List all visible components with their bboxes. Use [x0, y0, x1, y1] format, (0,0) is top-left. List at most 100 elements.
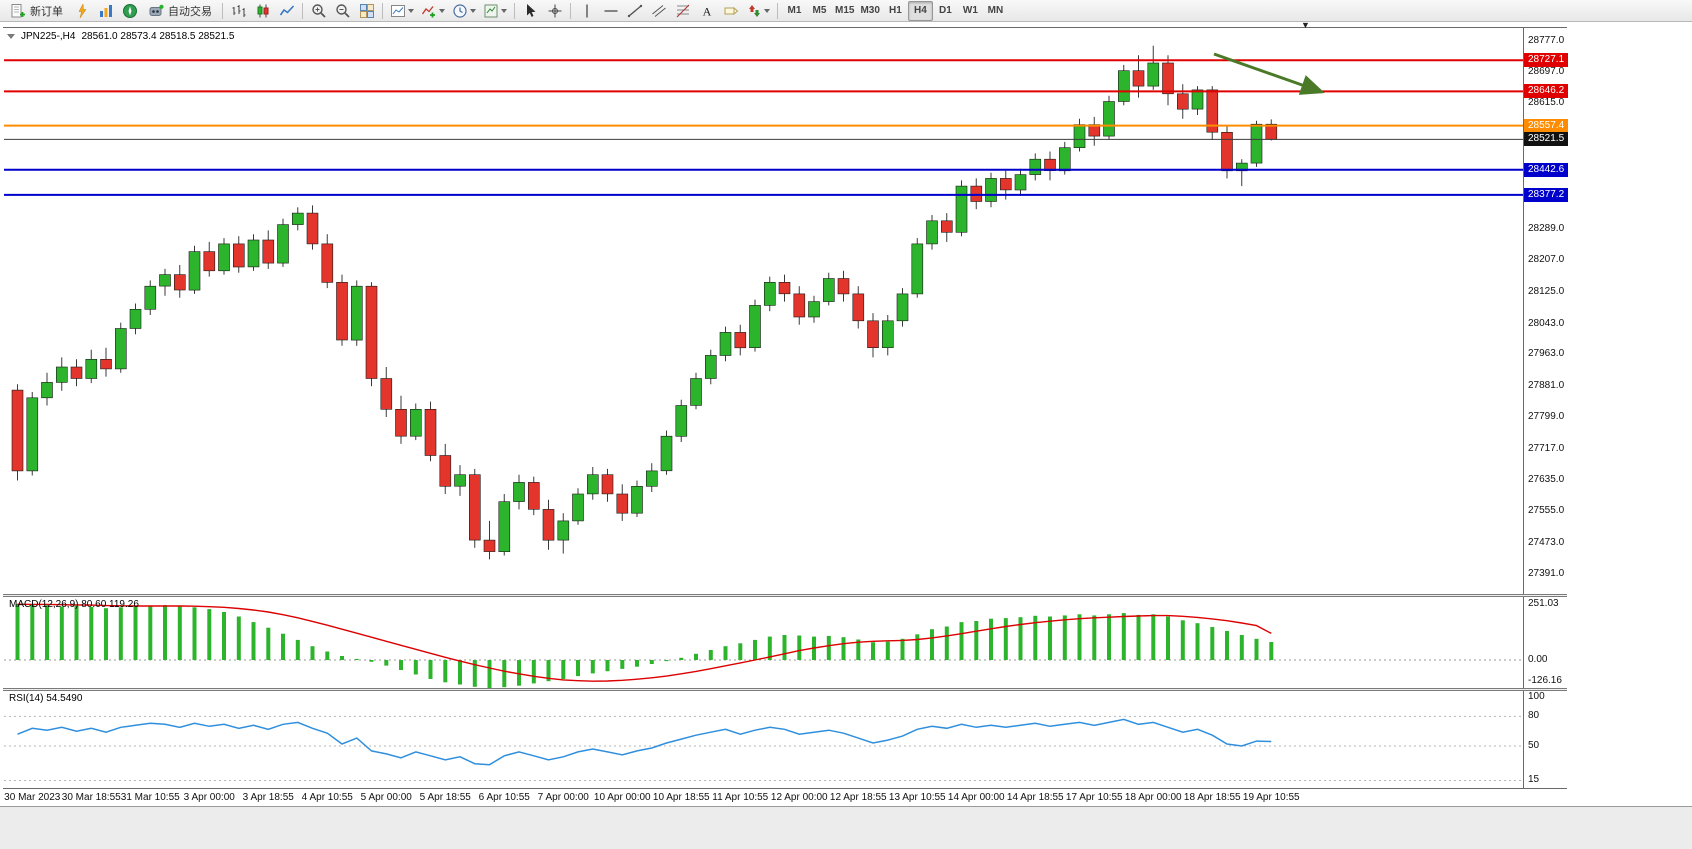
- navigator-button[interactable]: [118, 1, 141, 21]
- price-axis-label: 28207.0: [1528, 254, 1565, 266]
- price-axis[interactable]: 28777.0 28697.0 28615.0 28289.0 28207.0 28125…: [1524, 28, 1588, 594]
- time-axis[interactable]: 30 Mar 2023 30 Mar 18:55 31 Mar 10:55 3 Apr…: [4, 790, 1524, 806]
- timeframe-m30-button[interactable]: M30: [857, 1, 882, 21]
- crosshair-button[interactable]: [543, 1, 566, 21]
- zoom-out-button[interactable]: [331, 1, 354, 21]
- price-axis-label: 28615.0: [1528, 97, 1565, 109]
- arrows-icon: [749, 4, 760, 17]
- price-badge: 28442.6: [1524, 162, 1569, 177]
- chart-symbol-title: JPN225-,H4: [21, 31, 76, 42]
- panel-divider[interactable]: [3, 688, 1567, 691]
- horizontal-line-button[interactable]: [599, 1, 622, 21]
- autotrading-button[interactable]: 自动交易: [142, 1, 218, 21]
- trendline-button[interactable]: [623, 1, 646, 21]
- templates-button[interactable]: [480, 1, 510, 21]
- one-click-trading-arrow[interactable]: [7, 34, 15, 39]
- price-badge: 28557.4: [1524, 118, 1569, 133]
- dropdown-caret-icon: [470, 8, 476, 13]
- tile-windows-button[interactable]: [355, 1, 378, 21]
- price-axis-label: 28697.0: [1528, 65, 1565, 77]
- timeframe-w1-button[interactable]: W1: [958, 1, 983, 21]
- cursor-button[interactable]: [519, 1, 542, 21]
- chart-title-bar: JPN225-,H4 28561.0 28573.4 28518.5 28521…: [7, 31, 234, 42]
- zoom-in-icon: [311, 3, 326, 18]
- market-watch-button[interactable]: [94, 1, 117, 21]
- price-axis-label: 27635.0: [1528, 474, 1565, 486]
- label-tag-icon: [724, 6, 738, 15]
- macd-axis-label: 251.03: [1528, 597, 1559, 609]
- toolbar-separator: [514, 2, 515, 19]
- channel-icon: [651, 4, 666, 17]
- clock-icon: [453, 3, 467, 18]
- chart-top-border: [3, 27, 1567, 28]
- vertical-line-button[interactable]: [575, 1, 598, 21]
- line-chart-button[interactable]: [275, 1, 298, 21]
- template-icon: [484, 4, 498, 17]
- text-tool-button[interactable]: A: [695, 1, 718, 21]
- chart-bottom-border: [3, 788, 1567, 789]
- timeframe-m1-button[interactable]: M1: [782, 1, 807, 21]
- price-axis-label: 27473.0: [1528, 536, 1565, 548]
- time-axis-label: 6 Apr 10:55: [478, 792, 530, 803]
- time-axis-label: 10 Apr 00:00: [593, 792, 651, 803]
- ohlc-bars-icon: [232, 4, 245, 17]
- autotrading-label: 自动交易: [168, 5, 212, 18]
- panel-divider[interactable]: [3, 594, 1567, 597]
- rsi-axis-label: 80: [1528, 710, 1540, 722]
- bar-chart-button[interactable]: [227, 1, 250, 21]
- timeframe-m5-button[interactable]: M5: [807, 1, 832, 21]
- candlestick-chart-button[interactable]: [251, 1, 274, 21]
- timeframe-mn-button[interactable]: MN: [983, 1, 1008, 21]
- time-axis-label: 3 Apr 18:55: [242, 792, 294, 803]
- label-tool-button[interactable]: [719, 1, 742, 21]
- timeframe-m15-button[interactable]: M15: [832, 1, 857, 21]
- price-badge: 28727.1: [1524, 53, 1569, 68]
- dropdown-caret-icon: [764, 8, 770, 13]
- price-badge: 28646.2: [1524, 84, 1569, 99]
- macd-signal-line: [17, 603, 1272, 682]
- indicators-button[interactable]: [418, 1, 448, 21]
- rsi-axis[interactable]: 100 80 50 15: [1524, 691, 1588, 788]
- new-chart-button[interactable]: [387, 1, 417, 21]
- toolbar-separator: [302, 2, 303, 19]
- time-axis-label: 7 Apr 00:00: [537, 792, 589, 803]
- lightning-icon: [78, 2, 86, 18]
- macd-indicator-chart[interactable]: [4, 597, 1523, 688]
- fibonacci-button[interactable]: [671, 1, 694, 21]
- timeframe-h1-button[interactable]: H1: [883, 1, 908, 21]
- market-watch-icon: [99, 4, 112, 17]
- rsi-indicator-chart[interactable]: [4, 691, 1523, 788]
- channel-button[interactable]: [647, 1, 670, 21]
- timeframe-toolbar: M1 M5 M15 M30 H1 H4 D1 W1 MN: [782, 0, 1008, 21]
- time-axis-label: 17 Apr 10:55: [1065, 792, 1123, 803]
- time-axis-label: 14 Apr 18:55: [1006, 792, 1064, 803]
- macd-axis-label: -126.16: [1528, 675, 1562, 686]
- timeframe-h4-button[interactable]: H4: [907, 0, 933, 21]
- time-axis-label: 3 Apr 00:00: [183, 792, 235, 803]
- chart-shift-marker-icon[interactable]: ▼: [1301, 20, 1310, 30]
- periods-button[interactable]: [449, 1, 479, 21]
- time-axis-label: 18 Apr 00:00: [1124, 792, 1182, 803]
- rsi-label: RSI(14) 54.5490: [9, 693, 83, 704]
- svg-text:A: A: [702, 4, 711, 18]
- text-icon: A: [702, 4, 711, 18]
- price-chart[interactable]: [4, 28, 1523, 594]
- time-axis-label: 5 Apr 18:55: [419, 792, 471, 803]
- arrows-tool-button[interactable]: [743, 1, 773, 21]
- chart-ohlc-readout: 28561.0 28573.4 28518.5 28521.5: [81, 31, 235, 42]
- macd-axis[interactable]: 251.03 0.00 -126.16: [1524, 597, 1588, 688]
- zoom-in-button[interactable]: [307, 1, 330, 21]
- time-axis-label: 4 Apr 10:55: [301, 792, 353, 803]
- time-axis-label: 30 Mar 18:55: [61, 792, 121, 803]
- timeframe-d1-button[interactable]: D1: [933, 1, 958, 21]
- metaeditor-button[interactable]: [70, 1, 93, 21]
- new-order-button[interactable]: 新订单: [4, 1, 69, 21]
- trendline-icon: [627, 4, 642, 17]
- trend-arrow-object[interactable]: [1213, 52, 1325, 95]
- horizontal-line-icon: [604, 9, 617, 12]
- line-chart-icon: [279, 4, 294, 15]
- autotrading-robot-icon: [149, 4, 164, 16]
- fibonacci-icon: [676, 4, 689, 17]
- dropdown-caret-icon: [408, 8, 414, 13]
- time-axis-label: 18 Apr 18:55: [1183, 792, 1241, 803]
